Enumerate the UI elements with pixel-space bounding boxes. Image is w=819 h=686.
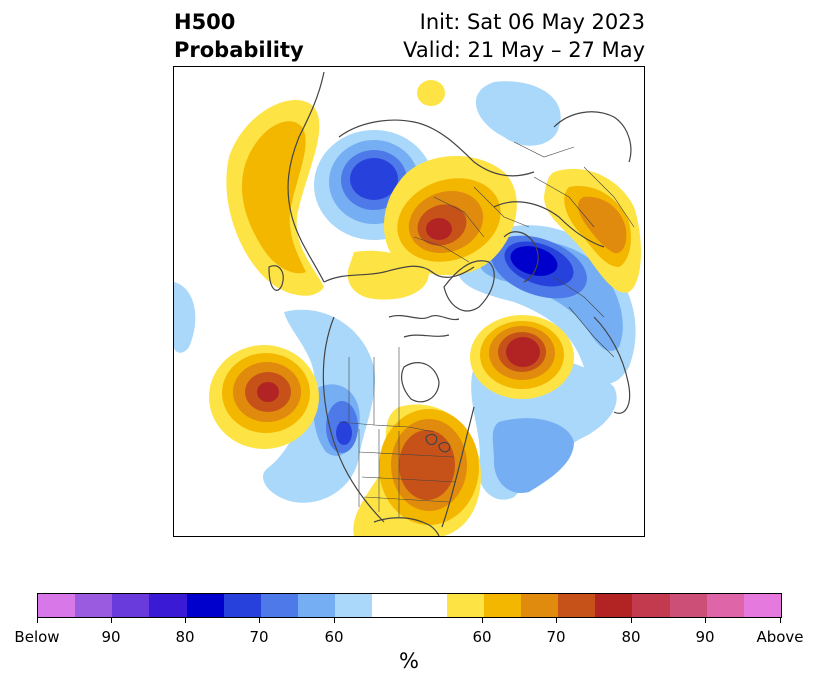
- map-panel: [173, 66, 645, 537]
- colorbar-below-1: [75, 594, 113, 617]
- colorbar-tick-label: Above: [756, 628, 804, 646]
- colorbar-tick-mark: [37, 618, 38, 623]
- above-anomalies: [209, 80, 641, 536]
- title-line1: H500: [174, 10, 236, 34]
- valid-range: Valid: 21 May – 27 May: [403, 38, 645, 62]
- colorbar-below-3: [149, 594, 187, 617]
- colorbar-tick-label: 70: [546, 628, 566, 646]
- colorbar-below-7: [298, 594, 336, 617]
- colorbar-below-0: [38, 594, 76, 617]
- colorbar-unit: %: [399, 649, 419, 673]
- colorbar-tick-mark: [259, 618, 260, 623]
- colorbar-above-5: [632, 594, 670, 617]
- colorbar-above-6: [669, 594, 707, 617]
- colorbar-below-8: [335, 594, 373, 617]
- colorbar-above-2: [521, 594, 559, 617]
- colorbar-tick-label: 90: [101, 628, 121, 646]
- colorbar-below-4: [186, 594, 224, 617]
- colorbar-below-5: [223, 594, 261, 617]
- colorbar-tick-mark: [482, 618, 483, 623]
- colorbar-tick-mark: [780, 618, 781, 623]
- colorbar-tick-mark: [334, 618, 335, 623]
- colorbar-tick-mark: [111, 618, 112, 623]
- colorbar: [37, 593, 782, 618]
- colorbar-above-0: [446, 594, 484, 617]
- colorbar-tick-mark: [185, 618, 186, 623]
- colorbar-tick-mark: [556, 618, 557, 623]
- colorbar-above-3: [558, 594, 596, 617]
- political-borders: [338, 141, 635, 517]
- colorbar-above-8: [743, 594, 782, 617]
- colorbar-above-1: [483, 594, 522, 617]
- colorbar-below-2: [112, 594, 150, 617]
- chart-title: H500 Probability: [174, 8, 304, 64]
- probability-map: [174, 71, 641, 536]
- colorbar-tick-label: 60: [472, 628, 492, 646]
- init-date: Init: Sat 06 May 2023: [419, 10, 645, 34]
- coastlines: [268, 71, 632, 536]
- colorbar-tick-mark: [631, 618, 632, 623]
- colorbar-below-6: [260, 594, 299, 617]
- date-info: Init: Sat 06 May 2023 Valid: 21 May – 27…: [403, 8, 645, 64]
- colorbar-above-4: [595, 594, 633, 617]
- colorbar-tick-mark: [705, 618, 706, 623]
- colorbar-tick-label: Below: [14, 628, 60, 646]
- colorbar-tick-label: 90: [695, 628, 715, 646]
- colorbar-tick-label: 80: [175, 628, 195, 646]
- colorbar-tick-label: 60: [324, 628, 344, 646]
- colorbar-tick-label: 80: [621, 628, 641, 646]
- colorbar-tick-label: 70: [249, 628, 269, 646]
- colorbar-above-7: [706, 594, 744, 617]
- colorbar-neutral: [372, 594, 447, 617]
- title-line2: Probability: [174, 38, 304, 62]
